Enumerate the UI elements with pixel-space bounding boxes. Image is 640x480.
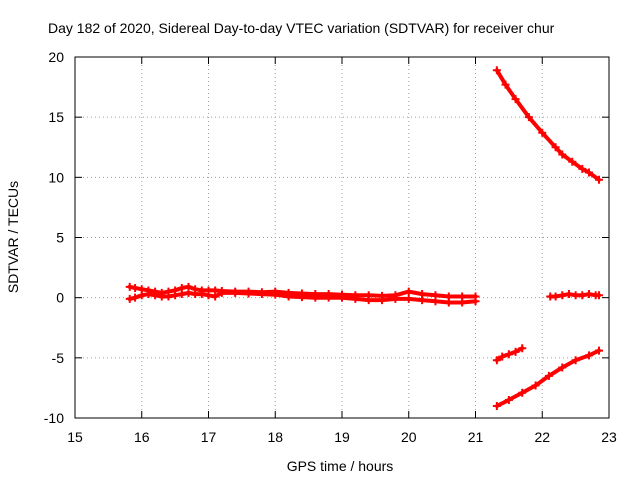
data-point: [217, 288, 226, 297]
data-point: [584, 290, 593, 299]
x-tick-label: 22: [534, 429, 550, 445]
data-point: [518, 344, 527, 353]
data-point: [558, 363, 567, 372]
data-point: [131, 284, 140, 293]
data-series-6: [492, 346, 603, 410]
data-point: [297, 293, 306, 302]
data-point: [164, 292, 173, 301]
data-point: [492, 401, 501, 410]
y-tick-label: 10: [48, 169, 64, 185]
data-point: [244, 289, 253, 298]
data-point: [131, 293, 140, 302]
data-point: [492, 356, 501, 365]
grid-lines: [75, 57, 609, 418]
x-tick-label: 20: [401, 429, 417, 445]
data-point: [551, 292, 560, 301]
data-point: [231, 288, 240, 297]
x-tick-label: 21: [468, 429, 484, 445]
data-point: [571, 356, 580, 365]
axis-ticks: 15 16 17 18 19 20 21 22 23 -10 -5 0 5 10 15 20: [44, 49, 617, 445]
x-tick-label: 17: [201, 429, 217, 445]
data-point: [511, 347, 520, 356]
data-point: [578, 291, 587, 300]
data-point: [125, 294, 134, 303]
data-series-3: [492, 66, 603, 184]
data-point: [594, 175, 603, 184]
data-point: [144, 290, 153, 299]
x-axis-title: GPS time / hours: [287, 458, 394, 474]
data-point: [558, 150, 567, 159]
data-point: [571, 291, 580, 300]
x-tick-label: 23: [601, 429, 617, 445]
y-tick-label: -5: [52, 350, 65, 366]
data-point: [444, 298, 453, 307]
data-point: [351, 294, 360, 303]
data-point: [125, 282, 134, 291]
data-series-2: [125, 288, 480, 307]
data-point: [584, 351, 593, 360]
data-point: [311, 293, 320, 302]
y-tick-label: 5: [56, 230, 64, 246]
data-point: [184, 288, 193, 297]
data-point: [364, 296, 373, 305]
data-point: [404, 294, 413, 303]
x-tick-label: 18: [267, 429, 283, 445]
data-point: [568, 157, 577, 166]
data-point: [284, 292, 293, 301]
data-point: [404, 287, 413, 296]
data-point: [578, 164, 587, 173]
data-point: [191, 290, 200, 299]
data-point: [564, 290, 573, 299]
data-point: [471, 297, 480, 306]
data-point: [518, 388, 527, 397]
data-point: [504, 395, 513, 404]
data-point: [538, 128, 547, 137]
data-point: [492, 66, 501, 75]
data-point: [271, 290, 280, 299]
chart-title: Day 182 of 2020, Sidereal Day-to-day VTE…: [48, 20, 555, 36]
data-point: [171, 291, 180, 300]
data-point: [501, 80, 510, 89]
data-point: [177, 290, 186, 299]
data-point: [504, 350, 513, 359]
y-tick-label: 20: [48, 49, 64, 65]
data-point: [531, 381, 540, 390]
data-point: [511, 95, 520, 104]
x-tick-label: 16: [134, 429, 150, 445]
plot-data: [125, 66, 603, 410]
data-point: [584, 168, 593, 177]
data-point: [431, 297, 440, 306]
y-tick-label: 15: [48, 109, 64, 125]
y-tick-label: 0: [56, 290, 64, 306]
data-series-4: [546, 290, 603, 301]
data-point: [551, 143, 560, 152]
data-point: [338, 293, 346, 302]
data-point: [524, 113, 533, 122]
data-point: [594, 291, 603, 300]
y-axis-title: SDTVAR / TECUs: [5, 181, 21, 293]
data-point: [137, 291, 146, 300]
data-point: [544, 371, 553, 380]
data-point: [257, 290, 266, 299]
data-point: [324, 293, 333, 302]
x-tick-label: 19: [334, 429, 350, 445]
y-tick-label: -10: [44, 410, 64, 426]
data-point: [197, 290, 206, 299]
x-tick-label: 15: [67, 429, 83, 445]
data-point: [458, 298, 467, 307]
data-point: [558, 291, 567, 300]
data-point: [391, 294, 400, 303]
data-point: [498, 352, 507, 361]
data-point: [418, 296, 427, 305]
data-point: [211, 292, 220, 301]
data-point: [204, 291, 213, 300]
data-point: [151, 291, 160, 300]
data-point: [157, 292, 166, 301]
data-series-5: [492, 344, 527, 365]
data-point: [594, 346, 603, 355]
data-point: [378, 296, 387, 305]
